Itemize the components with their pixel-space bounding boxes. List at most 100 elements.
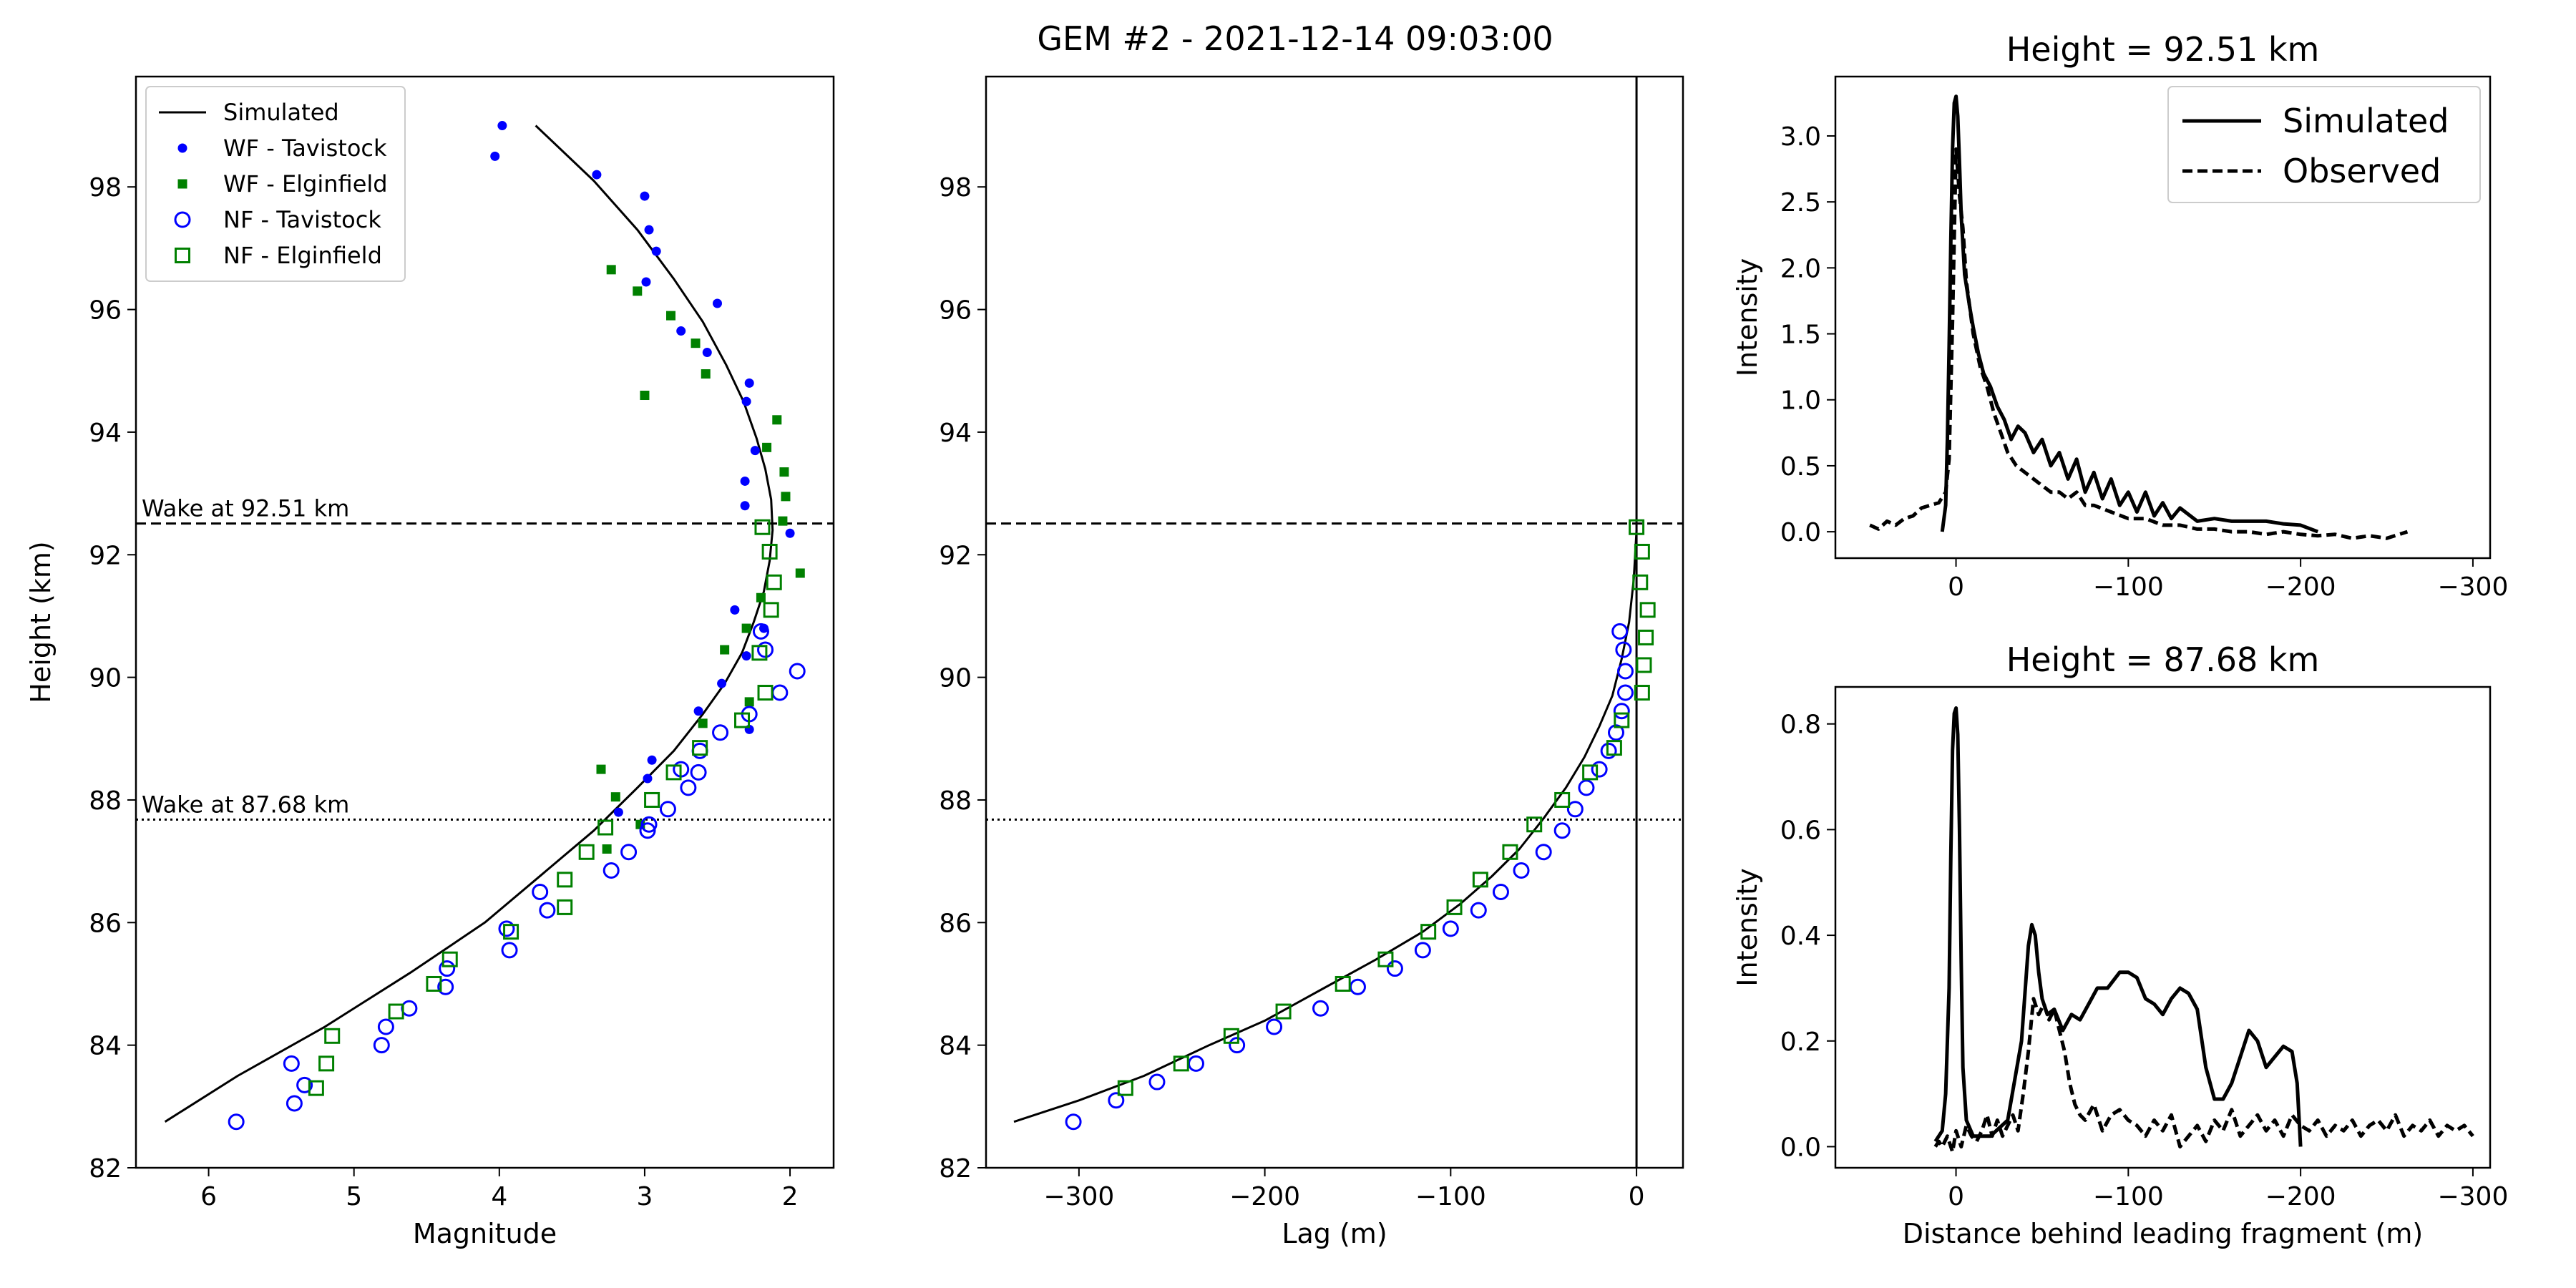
data-point (1566, 801, 1584, 818)
legend-marker (177, 179, 187, 189)
y-tick-label: 96 (939, 296, 972, 326)
data-point (1108, 1092, 1125, 1109)
data-point (1502, 844, 1518, 860)
data-point (651, 246, 661, 256)
data-point (1629, 519, 1645, 535)
data-point (757, 685, 774, 701)
data-point (602, 862, 620, 879)
y-tick-label: 0.2 (1780, 1028, 1821, 1057)
data-point (781, 492, 791, 502)
data-point (388, 1003, 404, 1020)
data-point (1616, 684, 1634, 701)
data-point (741, 651, 751, 661)
legend-label: Simulated (2283, 102, 2449, 140)
data-point (640, 816, 658, 833)
legend-frame (145, 86, 406, 282)
x-tick-label: 2 (782, 1182, 799, 1211)
data-layer (986, 77, 1683, 1168)
y-tick-label: 84 (89, 1032, 122, 1061)
data-point (690, 763, 707, 781)
data-point (501, 942, 518, 959)
legend-label: WF - Tavistock (223, 135, 387, 162)
data-point (639, 822, 656, 839)
data-point (1526, 816, 1543, 833)
x-tick-label: 3 (636, 1182, 653, 1211)
y-axis-label: Intensity (1732, 868, 1763, 986)
x-tick-label: −100 (2093, 572, 2164, 602)
data-point (228, 1113, 245, 1131)
data-point (1229, 1037, 1246, 1054)
data-point (602, 844, 612, 854)
data-point (1420, 924, 1437, 940)
data-point (744, 697, 754, 707)
y-tick-label: 0.4 (1780, 922, 1821, 951)
data-point (308, 1080, 324, 1096)
data-point (640, 391, 650, 401)
data-point (1616, 663, 1634, 680)
x-tick-label: −300 (2437, 572, 2508, 602)
data-point (620, 844, 638, 861)
data-point (1553, 822, 1571, 839)
data-point (778, 516, 788, 526)
data-point (1173, 1055, 1189, 1072)
x-tick-label: 0 (1948, 1182, 1964, 1211)
data-point (763, 602, 779, 618)
data-point (439, 960, 456, 977)
x-tick-label: −200 (2265, 1182, 2336, 1211)
data-point (766, 574, 782, 590)
data-point (762, 442, 772, 452)
y-tick-label: 0.6 (1780, 816, 1821, 845)
data-point (740, 476, 750, 486)
data-point (730, 605, 740, 615)
data-point (665, 764, 682, 781)
axes-magnitude: 6 5 4 3 2 82 84 86 88 90 92 94 96 98 Magnitude Height (… (25, 75, 835, 1249)
axes-title: Height = 92.51 km (2006, 30, 2320, 69)
data-point (789, 663, 806, 680)
y-axis-label: Intensity (1732, 258, 1763, 376)
data-point (1472, 872, 1488, 888)
x-tick-label: −200 (2265, 572, 2336, 602)
legend-label: NF - Tavistock (223, 206, 381, 233)
y-tick-label: 98 (89, 173, 122, 203)
data-point (744, 378, 754, 388)
data-point (373, 1037, 390, 1054)
series-nf-tavistock (1065, 623, 1634, 1131)
x-tick-label: −200 (1229, 1182, 1300, 1211)
data-point (532, 883, 549, 900)
y-tick-label: 88 (89, 786, 122, 816)
y-tick-label: 1.5 (1780, 321, 1821, 350)
data-point (377, 1018, 394, 1035)
legend: Simulated Observed (2167, 86, 2481, 203)
data-point (324, 1028, 341, 1044)
x-axis-label: Distance behind leading fragment (m) (1903, 1218, 2423, 1249)
data-point (741, 396, 751, 406)
data-point (1065, 1113, 1082, 1131)
y-tick-label: 2.5 (1780, 188, 1821, 218)
data-point (643, 774, 653, 784)
data-point (1377, 951, 1394, 967)
data-point (597, 819, 614, 836)
x-tick-label: 4 (491, 1182, 507, 1211)
data-point (1266, 1018, 1283, 1035)
data-point (734, 712, 751, 728)
legend-frame (2167, 86, 2481, 203)
axes-title: Height = 87.68 km (2006, 640, 2320, 679)
legend-marker (175, 248, 190, 263)
axes-frame (1834, 686, 2492, 1169)
data-point (592, 170, 602, 180)
y-axis-label: Height (km) (25, 541, 57, 703)
y-tick-label: 92 (89, 541, 122, 570)
data-point (1636, 657, 1652, 673)
data-point (659, 801, 676, 818)
y-tick-label: 94 (939, 419, 972, 448)
data-point (1615, 641, 1632, 658)
plots-layer: 6 5 4 3 2 82 84 86 88 90 92 94 96 98 Magnitude Height (… (25, 30, 2508, 1249)
x-axis-label: Magnitude (413, 1218, 557, 1249)
series-wf-elginfield (596, 265, 805, 854)
data-point (1632, 574, 1649, 590)
data-point (1442, 920, 1459, 937)
data-point (1513, 862, 1530, 879)
axes-profile-92: 0 −100 −200 −300 0.0 0.5 1.0 1.5 2.0 2.5 3.0 Intens… (1732, 30, 2508, 602)
data-point (557, 899, 573, 915)
